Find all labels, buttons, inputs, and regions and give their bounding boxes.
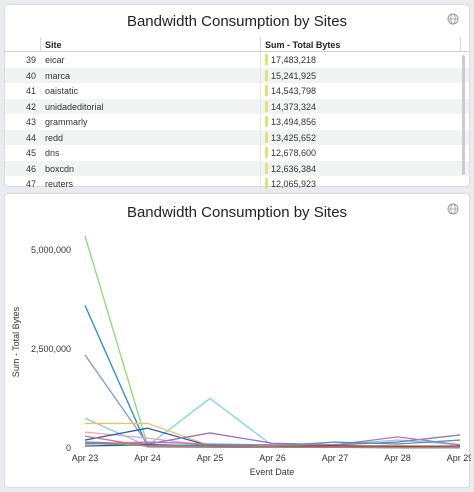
table-row[interactable]: 39 eicar 17,483,218: [5, 52, 469, 68]
row-number: 42: [25, 101, 36, 112]
table-body: 39 eicar 17,483,218 40 marca 15,241,925 41 oais…: [5, 52, 469, 192]
value-bar: [265, 69, 268, 81]
table-panel: Bandwidth Consumption by Sites Site Sum …: [4, 4, 470, 191]
table-row[interactable]: 42 unidadeditorial 14,373,324: [5, 98, 469, 114]
column-header-bytes[interactable]: Sum - Total Bytes: [265, 40, 341, 50]
data-table: Site Sum - Total Bytes 39 eicar 17,483,218…: [5, 37, 469, 192]
x-axis-label: Event Date: [250, 467, 295, 477]
site-cell: grammarly: [45, 117, 88, 127]
site-cell: oaistatic: [45, 86, 79, 96]
value-bar: [265, 100, 268, 112]
table-row[interactable]: 45 dns 12,678,600: [5, 145, 469, 161]
bytes-cell: 13,425,652: [271, 132, 317, 143]
y-tick-label: 2,500,000: [31, 344, 71, 354]
site-cell: reuters: [45, 179, 74, 189]
table-header: Site Sum - Total Bytes: [5, 37, 469, 52]
y-axis-label: Sum - Total Bytes: [11, 306, 21, 377]
value-bar: [265, 54, 268, 65]
x-tick-label: Apr 23: [72, 453, 99, 463]
x-tick-label: Apr 27: [322, 453, 349, 463]
site-cell: unidadeditorial: [45, 101, 104, 112]
site-cell: boxcdn: [45, 163, 75, 174]
table-row[interactable]: 46 boxcdn 12,636,384: [5, 160, 469, 176]
y-tick-label: 0: [66, 443, 71, 453]
value-bar: [265, 116, 268, 127]
site-cell: eicar: [45, 55, 65, 65]
table-scrollbar[interactable]: [462, 55, 465, 175]
value-bar: [265, 162, 268, 174]
table-row[interactable]: 44 redd 13,425,652: [5, 129, 469, 145]
chart-panel: Bandwidth Consumption by Sites 0 2,500,00…: [4, 193, 471, 488]
row-number: 43: [25, 117, 36, 127]
bytes-cell: 13,494,856: [271, 117, 317, 127]
row-number: 46: [25, 163, 36, 174]
row-number: 44: [25, 132, 36, 143]
globe-icon[interactable]: [447, 13, 459, 25]
series-line[interactable]: [84, 439, 461, 447]
x-tick-label: Apr 26: [259, 453, 286, 463]
globe-icon[interactable]: [447, 203, 459, 215]
site-cell: marca: [45, 70, 71, 81]
bytes-cell: 15,241,925: [271, 70, 317, 81]
value-bar: [265, 131, 268, 143]
x-tick-label: Apr 28: [384, 453, 411, 463]
row-number: 41: [25, 86, 36, 96]
site-cell: redd: [45, 132, 64, 143]
bytes-cell: 14,373,324: [271, 101, 317, 112]
column-header-site[interactable]: Site: [45, 40, 62, 50]
x-tick-label: Apr 29: [447, 453, 471, 463]
row-number: 40: [25, 70, 36, 81]
table-title: Bandwidth Consumption by Sites: [126, 13, 348, 30]
series-line[interactable]: [84, 305, 460, 449]
value-bar: [265, 85, 268, 96]
bytes-cell: 17,483,218: [271, 55, 317, 65]
bytes-cell: 14,543,798: [271, 86, 317, 96]
row-number: 47: [25, 179, 36, 189]
x-tick-label: Apr 25: [197, 453, 224, 463]
bytes-cell: 12,678,600: [271, 148, 317, 158]
table-row[interactable]: 41 oaistatic 14,543,798: [5, 83, 469, 99]
site-cell: dns: [45, 148, 60, 158]
y-tick-label: 5,000,000: [31, 245, 71, 255]
series-line[interactable]: [84, 235, 461, 449]
table-row[interactable]: 43 grammarly 13,494,856: [5, 114, 469, 130]
series-line[interactable]: [84, 435, 461, 449]
row-number: 45: [25, 148, 36, 158]
series-line[interactable]: [84, 436, 461, 446]
value-bar: [265, 178, 268, 189]
row-number: 39: [25, 55, 36, 65]
x-tick-label: Apr 24: [134, 453, 161, 463]
series-line[interactable]: [84, 432, 461, 446]
value-bar: [265, 147, 268, 158]
chart-title: Bandwidth Consumption by Sites: [126, 204, 348, 221]
table-row[interactable]: 47 reuters 12,065,923: [5, 176, 469, 192]
table-row[interactable]: 40 marca 15,241,925: [5, 67, 469, 83]
line-chart: 0 2,500,000 5,000,000 Apr 23 Apr 24 Apr 25 Ap…: [11, 235, 471, 477]
bytes-cell: 12,065,923: [271, 179, 317, 189]
bytes-cell: 12,636,384: [271, 163, 317, 174]
